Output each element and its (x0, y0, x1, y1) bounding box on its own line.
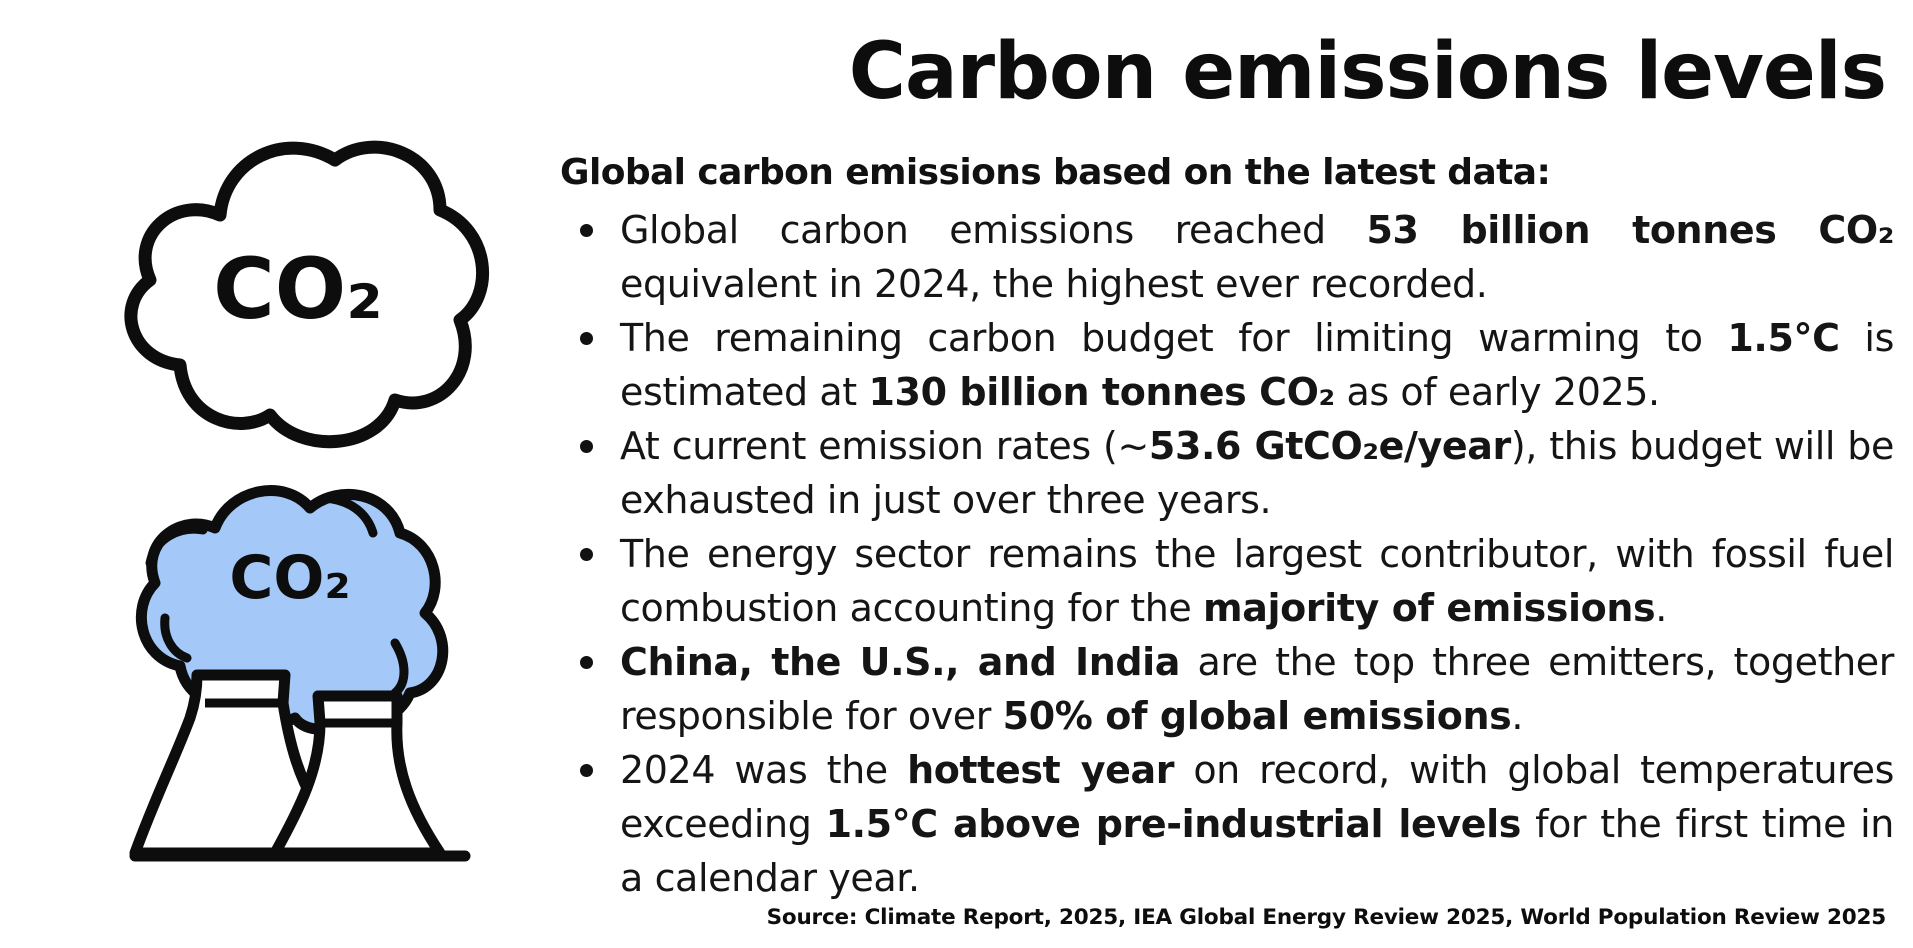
bullet-highlight: 53.6 GtCO₂e/year (1148, 423, 1511, 468)
bullet-item: China, the U.S., and India are the top t… (580, 635, 1894, 743)
bullet-item: The remaining carbon budget for limiting… (580, 311, 1894, 419)
bullet-highlight: hottest year (907, 747, 1175, 792)
bullet-text: for the first time in a calendar year. (620, 801, 1894, 900)
bullet-highlight: majority of emissions (1203, 585, 1656, 630)
bullet-list: Global carbon emissions reached 53 billi… (560, 203, 1894, 905)
bullet-text: ), this budget will be exhausted in just… (620, 423, 1894, 522)
factory-chimneys-icon: CO₂ (129, 485, 471, 862)
bullet-highlight: 53 billion tonnes CO₂ (1366, 207, 1895, 252)
bullet-text: on record, with global temperatures exce… (620, 747, 1894, 846)
bullet-text: are the top three emitters, together res… (620, 639, 1894, 738)
bullet-highlight: 50% of global emissions (1002, 693, 1512, 738)
bullet-highlight: 1.5°C above pre-industrial levels (825, 801, 1522, 846)
bullet-highlight: 130 billion tonnes CO₂ (868, 369, 1335, 414)
bullet-text: 2024 was the (620, 747, 908, 792)
bullet-text: The energy sector remains the largest co… (620, 531, 1894, 630)
source-citation: Source: Climate Report, 2025, IEA Global… (766, 905, 1887, 930)
bullet-text: Global carbon emissions reached (620, 207, 1367, 252)
bullet-text: At current emission rates (~ (620, 423, 1149, 468)
content-panel: Global carbon emissions based on the lat… (560, 150, 1894, 905)
co2-cloud-icon: CO₂ (124, 140, 489, 449)
bullet-highlight: China, the U.S., and India (620, 639, 1181, 684)
subtitle: Global carbon emissions based on the lat… (560, 152, 1551, 193)
bullet-text: as of early 2025. (1334, 369, 1660, 414)
cloud-co2-label: CO₂ (213, 240, 383, 338)
smoke-co2-label: CO₂ (229, 543, 350, 613)
bullet-item: The energy sector remains the largest co… (580, 527, 1894, 635)
page-title: Carbon emissions levels (848, 27, 1887, 117)
bullet-item: Global carbon emissions reached 53 billi… (580, 203, 1895, 311)
bullet-highlight: 1.5°C (1727, 315, 1840, 360)
bullet-text: The remaining carbon budget for limiting… (620, 315, 1728, 360)
bullet-text: . (1655, 585, 1667, 630)
bullet-text: . (1511, 693, 1524, 738)
bullet-item: At current emission rates (~53.6 GtCO₂e/… (580, 419, 1894, 527)
bullet-item: 2024 was the hottest year on record, wit… (580, 743, 1894, 905)
bullet-text: is estimated at (620, 315, 1894, 414)
bullet-text: equivalent in 2024, the highest ever rec… (620, 261, 1488, 306)
